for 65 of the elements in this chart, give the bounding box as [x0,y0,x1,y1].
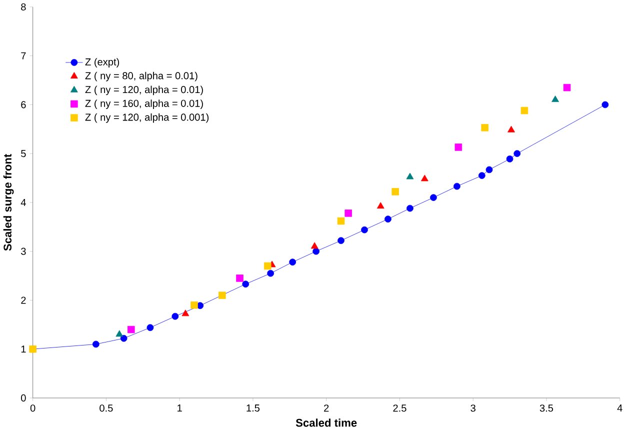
point [602,101,609,108]
point [514,150,521,157]
x-tick-label: 2.5 [393,404,406,412]
point [190,301,198,309]
point [520,106,528,114]
point [563,84,571,92]
x-tick-label: 2 [324,404,329,412]
point [128,326,135,334]
point [406,204,414,212]
point [454,182,460,190]
point [344,210,352,217]
x-tick-label: 4 [617,404,622,412]
y-tick-label: 5 [21,150,26,158]
x-axis-title: Scaled time [296,418,357,427]
legend-label: Z ( ny = 120, alpha = 0.001) [85,113,209,123]
point [116,330,124,337]
point [552,96,559,102]
y-tick-label: 4 [20,198,26,206]
x-tick-label: 0.5 [100,404,113,412]
x-tick-label: 3.5 [540,404,554,412]
y-tick-label: 7 [21,52,26,60]
point [146,324,154,331]
y-tick-label: 3 [21,248,26,255]
point [481,124,488,132]
point [454,144,462,151]
point [172,312,179,320]
y-tick-label: 0 [21,394,26,402]
y-tick-label: 2 [21,296,26,304]
point [406,172,414,180]
y-axis-title: Scaled surge front [3,154,14,251]
point [92,340,100,348]
point [218,292,226,299]
legend-label: Z ( ny = 160, alpha = 0.01) [85,100,203,109]
point [242,280,250,288]
y-tick-label: 8 [21,3,26,10]
point [486,166,493,174]
legend-label: Z ( ny = 80, alpha = 0.01) [85,72,198,82]
point [420,174,428,182]
point [310,242,318,249]
point [267,270,274,277]
x-tick-label: 1 [178,404,182,412]
point [392,188,399,196]
point [337,217,345,225]
point [120,334,128,342]
point [182,310,190,316]
point [338,237,344,244]
x-tick-label: 1.5 [246,404,260,412]
y-tick-label: 1 [21,346,26,353]
point [508,126,515,132]
point [478,172,486,179]
point [384,216,392,222]
point [430,194,437,201]
point [506,155,514,162]
x-tick-label: 3 [470,404,476,412]
x-tick-label: 0 [30,404,36,412]
legend-label: Z ( ny = 120, alpha = 0.01) [85,86,203,96]
point [312,248,320,255]
point [196,302,204,309]
point [361,226,368,234]
y-tick-label: 6 [21,101,26,108]
point [289,258,296,266]
point [264,262,272,270]
point [236,274,244,282]
point [376,202,384,209]
legend-label: Z (expt) [85,58,120,68]
